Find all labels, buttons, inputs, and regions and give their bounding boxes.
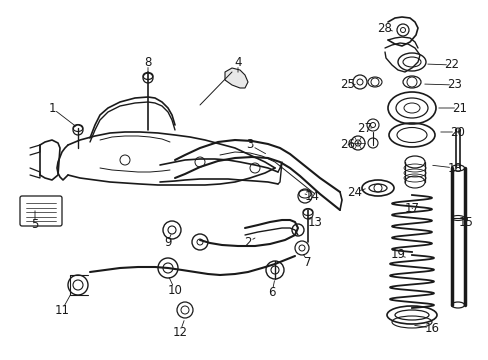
- Polygon shape: [224, 68, 247, 88]
- Text: 5: 5: [31, 219, 39, 231]
- Text: 20: 20: [449, 126, 465, 139]
- Text: 18: 18: [447, 162, 462, 175]
- Text: 4: 4: [234, 55, 241, 68]
- Text: 28: 28: [377, 22, 392, 35]
- FancyBboxPatch shape: [20, 196, 62, 226]
- Text: 9: 9: [164, 235, 171, 248]
- Text: 10: 10: [167, 284, 182, 297]
- Text: 11: 11: [54, 303, 69, 316]
- Text: 1: 1: [48, 102, 56, 114]
- Text: 3: 3: [246, 139, 253, 152]
- Text: 8: 8: [144, 55, 151, 68]
- Text: 13: 13: [307, 216, 322, 229]
- Text: 21: 21: [451, 102, 467, 114]
- Text: 23: 23: [447, 78, 462, 91]
- Text: 19: 19: [390, 248, 405, 261]
- Text: 15: 15: [458, 216, 472, 229]
- Text: 14: 14: [304, 189, 319, 202]
- Text: 6: 6: [268, 287, 275, 300]
- Text: 16: 16: [424, 321, 439, 334]
- Text: 22: 22: [444, 58, 459, 72]
- Text: 2: 2: [244, 235, 251, 248]
- Text: 26: 26: [340, 139, 355, 152]
- Text: 12: 12: [172, 325, 187, 338]
- Text: 27: 27: [357, 122, 372, 135]
- Text: 17: 17: [404, 202, 419, 215]
- Text: 25: 25: [340, 78, 355, 91]
- Text: 24: 24: [347, 185, 362, 198]
- Text: 7: 7: [304, 256, 311, 269]
